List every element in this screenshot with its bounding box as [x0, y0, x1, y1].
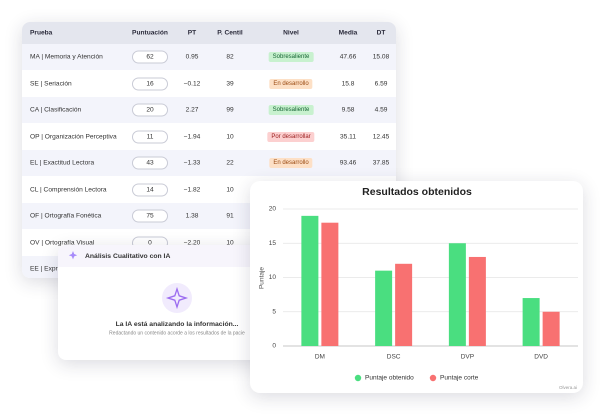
table-cell: 0.95: [185, 53, 199, 61]
table-cell: 10: [226, 186, 234, 193]
test-name: OP | Organización Perceptiva: [30, 133, 117, 140]
level-badge: Sobresaliente: [268, 52, 314, 62]
score-input: 20: [132, 103, 168, 117]
table-header: [22, 22, 396, 44]
table-cell: 99: [226, 106, 234, 114]
table-cell: 39: [226, 80, 234, 87]
table-cell: 9.58: [341, 106, 355, 114]
ai-status: La IA está analizando la información...: [116, 321, 239, 328]
table-cell: −0.12: [183, 80, 201, 87]
legend-swatch: [429, 374, 437, 382]
level-badge: Sobresaliente: [268, 105, 314, 115]
bar: [468, 256, 486, 346]
column-header: Puntuación: [132, 29, 168, 37]
score-input: 14: [132, 183, 168, 196]
ai-sparkle: [165, 286, 189, 310]
table-cell: 10: [226, 133, 234, 140]
score-input: 75: [132, 209, 168, 223]
bar: [321, 222, 339, 346]
column-header: Prueba: [30, 29, 53, 37]
test-name: OF | Ortografía Fonética: [30, 212, 102, 220]
test-name: SE | Seriación: [30, 80, 72, 87]
table-cell: 82: [226, 53, 234, 61]
column-header: DT: [376, 29, 386, 37]
level-badge: En desarrollo: [269, 78, 313, 89]
table-cell: 35.11: [339, 133, 357, 140]
test-name: CL | Comprensión Lectora: [30, 186, 107, 193]
table-cell: −2.20: [183, 239, 201, 246]
y-tick-label: 20: [269, 206, 277, 213]
ai-header-bg: [58, 245, 288, 267]
table-cell: 10: [226, 239, 234, 246]
ai-title: Análisis Cualitativo con IA: [85, 253, 170, 260]
table-row: OP | Organización Perceptiva 11 −1.94 10 Por…: [22, 123, 396, 150]
test-name: OV | Ortografía Visual: [30, 239, 95, 246]
test-name: EE | Expro: [30, 265, 62, 273]
score-input: 43: [132, 156, 168, 170]
table-row: EL | Exactitud Lectora 43 −1.33 22 En desarr…: [22, 150, 396, 176]
bar: [522, 298, 540, 346]
bar: [542, 311, 560, 346]
score-input: 11: [132, 130, 168, 143]
column-header: Media: [338, 29, 358, 37]
x-tick-label: DVD: [534, 354, 548, 361]
ai-panel: Análisis Cualitativo con IA La IA está a…: [58, 245, 288, 360]
y-tick-label: 5: [272, 308, 276, 315]
table-cell: 12.45: [372, 133, 390, 140]
test-name: EL | Exactitud Lectora: [30, 159, 95, 167]
x-tick-label: DVP: [461, 354, 474, 361]
ai-spinner-bg: [162, 283, 192, 313]
table-row: CA | Clasificación 20 2.27 99 Sobresaliente 9…: [22, 97, 396, 123]
column-header: P. Centil: [217, 29, 243, 37]
level-badge: Por desarrollar: [267, 131, 315, 142]
chart: Resultados obtenidos Puntaje Olvera.ai 0…: [259, 186, 578, 390]
y-axis-label: Puntaje: [259, 267, 266, 289]
bar: [301, 215, 319, 346]
score-input: 62: [132, 50, 168, 64]
table-cell: −1.82: [183, 186, 201, 193]
ai-panel-graphics: Análisis Cualitativo con IA La IA está a…: [58, 245, 288, 336]
bar: [395, 263, 413, 346]
watermark: Olvera.ai: [559, 385, 577, 390]
bar: [448, 243, 466, 346]
ai-detail: Redactando un contenido acorde a los res…: [109, 330, 245, 336]
table-cell: −1.33: [183, 159, 201, 167]
chart-title: Resultados obtenidos: [362, 186, 472, 198]
x-tick-label: DSC: [387, 354, 401, 361]
chart-card: Resultados obtenidos Puntaje Olvera.ai 0…: [250, 181, 583, 393]
legend-swatch: [354, 374, 362, 382]
y-tick-label: 10: [269, 274, 277, 281]
bar: [375, 270, 393, 346]
table-row: SE | Seriación 16 −0.12 39 En desarrollo 15.8…: [22, 70, 396, 97]
table-cell: 91: [226, 212, 234, 220]
test-name: CA | Clasificación: [30, 106, 82, 114]
table-cell: 15.8: [341, 80, 355, 87]
x-tick-label: DM: [315, 354, 325, 361]
table-cell: 6.59: [374, 80, 388, 87]
table-cell: 2.27: [185, 106, 199, 114]
table-cell: 22: [226, 159, 234, 167]
score-input: 16: [132, 77, 168, 90]
y-tick-label: 0: [272, 343, 276, 350]
legend-label: Puntaje corte: [440, 375, 479, 382]
table-cell: 15.08: [372, 53, 390, 61]
y-tick-label: 15: [269, 240, 277, 247]
ai-icon: [68, 251, 78, 260]
column-header: PT: [187, 29, 197, 37]
column-header: Nivel: [283, 29, 299, 37]
table-cell: 93.46: [339, 159, 357, 167]
level-badge: En desarrollo: [269, 158, 313, 168]
table-cell: 1.38: [185, 212, 199, 220]
legend-label: Puntaje obtenido: [365, 375, 414, 382]
table-cell: 4.59: [374, 106, 388, 114]
table-cell: 47.66: [339, 53, 357, 61]
table-cell: −1.94: [183, 133, 201, 140]
table-row: MA | Memoria y Atención 62 0.95 82 Sobresali…: [22, 44, 396, 70]
table-cell: 37.85: [372, 159, 390, 167]
test-name: MA | Memoria y Atención: [30, 53, 103, 61]
